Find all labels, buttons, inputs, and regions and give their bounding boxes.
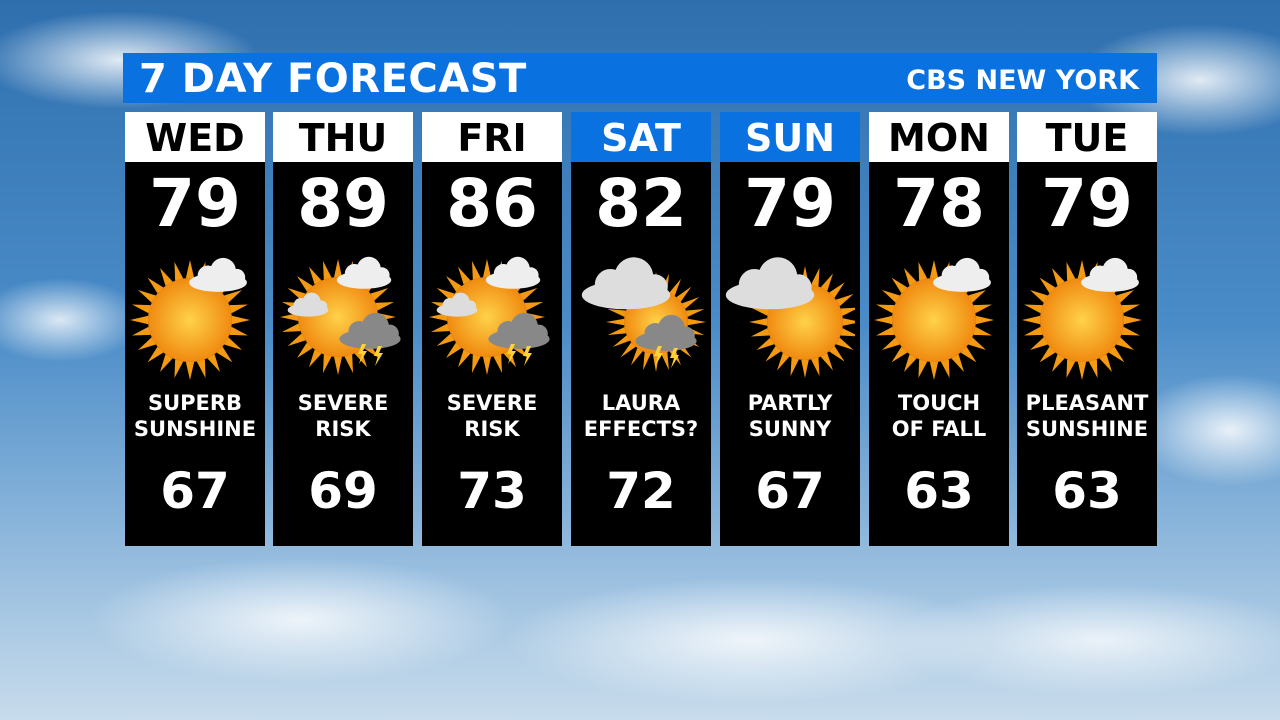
conditions-line-1: SUPERB (147, 391, 243, 415)
conditions-line-1: LAURA (601, 391, 681, 415)
conditions-text: PLEASANT SUNSHINE (1017, 390, 1157, 442)
day-label: MON (869, 112, 1009, 162)
conditions-line-1: PLEASANT (1025, 391, 1149, 415)
day-label: FRI (422, 112, 562, 162)
conditions-line-1: SEVERE (297, 391, 389, 415)
day-panel: 79 PLEASANT SUNSHINE 63 (1017, 162, 1157, 546)
sun-few-clouds-icon (130, 257, 250, 380)
day-panel: 86 SEVERE RISK 73 (422, 162, 562, 546)
conditions-text: SEVERE RISK (422, 390, 562, 442)
low-temp: 67 (160, 462, 230, 520)
high-temp: 82 (595, 165, 687, 242)
conditions-line-2: RISK (464, 417, 520, 441)
conditions-line-2: EFFECTS? (583, 417, 699, 441)
day-label: TUE (1017, 112, 1157, 162)
low-temp: 67 (755, 462, 825, 520)
conditions-text: PARTLY SUNNY (720, 390, 860, 442)
day-column-sat: SAT 82 LAURA EFFECTS? 72 (571, 112, 711, 546)
conditions-line-1: TOUCH (897, 391, 981, 415)
conditions-line-2: OF FALL (891, 417, 987, 441)
partly-sunny-icon (725, 257, 855, 378)
low-temp: 63 (1052, 462, 1122, 520)
day-column-fri: FRI 86 SEVERE RISK 73 (422, 112, 562, 546)
high-temp: 79 (149, 165, 241, 242)
day-panel: 78 TOUCH OF FALL 63 (869, 162, 1009, 546)
day-label: SUN (720, 112, 860, 162)
day-panel: 89 SEVERE RISK 69 (273, 162, 413, 546)
day-column-tue: TUE 79 PLEASANT SUNSHINE 63 (1017, 112, 1157, 546)
conditions-text: TOUCH OF FALL (869, 390, 1009, 442)
high-temp: 89 (297, 165, 389, 242)
day-column-thu: THU 89 SEVERE RISK 69 (273, 112, 413, 546)
day-column-sun: SUN 79 PARTLY SUNNY 67 (720, 112, 860, 546)
day-panel: 82 LAURA EFFECTS? 72 (571, 162, 711, 546)
conditions-line-2: SUNNY (748, 417, 832, 441)
day-label: THU (273, 112, 413, 162)
day-column-mon: MON 78 TOUCH OF FALL 63 (869, 112, 1009, 546)
conditions-line-1: SEVERE (446, 391, 538, 415)
day-panel: 79 PARTLY SUNNY 67 (720, 162, 860, 546)
conditions-text: SEVERE RISK (273, 390, 413, 442)
station-brand: CBS NEW YORK (906, 65, 1139, 96)
day-column-wed: WED 79 SUPERB SUNSHINE 67 (125, 112, 265, 546)
conditions-line-1: PARTLY (747, 391, 833, 415)
high-temp: 78 (893, 165, 985, 242)
conditions-line-2: SUNSHINE (1025, 417, 1149, 441)
conditions-line-2: SUNSHINE (133, 417, 257, 441)
high-temp: 79 (1041, 165, 1133, 242)
page-title: 7 DAY FORECAST (139, 56, 527, 102)
low-temp: 63 (904, 462, 974, 520)
high-temp: 86 (446, 165, 538, 242)
day-label: WED (125, 112, 265, 162)
low-temp: 69 (308, 462, 378, 520)
sun-few-clouds-icon (1022, 257, 1142, 380)
low-temp: 72 (606, 462, 676, 520)
sun-thunderstorm-icon (429, 256, 550, 375)
day-panel: 79 SUPERB SUNSHINE 67 (125, 162, 265, 546)
low-temp: 73 (457, 462, 527, 520)
conditions-text: SUPERB SUNSHINE (125, 390, 265, 442)
sun-few-clouds-icon (874, 257, 994, 380)
conditions-line-2: RISK (315, 417, 371, 441)
cloudy-thunderstorm-icon (581, 257, 706, 372)
high-temp: 79 (744, 165, 836, 242)
sun-thunderstorm-icon (280, 256, 401, 375)
forecast-header: 7 DAY FORECAST CBS NEW YORK (123, 53, 1157, 103)
conditions-text: LAURA EFFECTS? (571, 390, 711, 442)
day-label: SAT (571, 112, 711, 162)
